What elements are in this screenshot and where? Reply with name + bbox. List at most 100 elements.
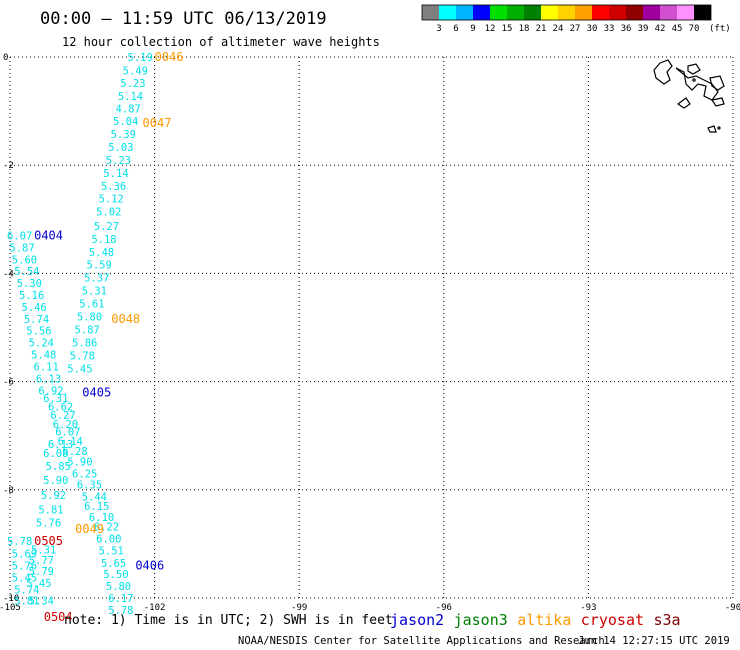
wave-height-label: 6.10: [89, 512, 114, 524]
wave-height-label: 5.16: [19, 290, 44, 302]
wave-height-label: 5.45: [26, 578, 51, 590]
units-note: note: 1) Time is in UTC; 2) SWH is in fe…: [64, 613, 393, 628]
legend-label: 6: [453, 24, 458, 34]
legend-swatch: [473, 5, 490, 20]
wave-height-label: 6.14: [58, 436, 83, 448]
wave-height-label: 5.04: [113, 116, 138, 128]
wave-height-label: 5.78: [108, 605, 133, 617]
wave-height-label: 5.31: [31, 544, 56, 556]
lat-tick-label: -8: [3, 486, 14, 496]
wave-height-label: 5.59: [87, 260, 112, 272]
legend-swatch: [507, 5, 524, 20]
wave-height-label: 5.90: [67, 457, 92, 469]
pass-time-labels: 0046 0047 0404 0048 0405 0049 0505 0406 0504: [34, 50, 183, 624]
wave-height-label: 5.46: [21, 302, 46, 314]
legend-swatch: [541, 5, 558, 20]
wave-height-label: 5.30: [17, 278, 42, 290]
footer-credit: NOAA/NESDIS Center for Satellite Applica…: [238, 635, 605, 647]
wave-height-label: 5.27: [94, 221, 119, 233]
lat-tick-label: -2: [3, 161, 14, 171]
wave-height-label: 5.31: [82, 286, 107, 298]
pass-time-label: 0406: [135, 559, 164, 573]
legend-swatch: [677, 5, 694, 20]
wave-height-label: 6.08: [43, 448, 68, 460]
lat-tick-label: 0: [3, 53, 8, 63]
wave-height-label: 5.45: [67, 364, 92, 376]
wave-height-label: 5.34: [29, 596, 54, 608]
wave-height-label: 5.79: [29, 566, 54, 578]
wave-height-label: 5.23: [120, 78, 145, 90]
legend-label: 21: [536, 24, 547, 34]
wave-height-label: 5.65: [101, 558, 126, 570]
pass-time-label: 0048: [111, 312, 140, 326]
pass-time-label: 0505: [34, 534, 63, 548]
legend-frame: [421, 4, 712, 21]
lat-tick-label: -4: [3, 269, 14, 279]
wave-height-label: 5.48: [89, 247, 114, 259]
legend-unit: (ft): [709, 24, 731, 34]
wave-height-label: 5.74: [24, 314, 49, 326]
wave-height-label: 5.37: [84, 273, 109, 285]
wave-height-label: 5.54: [14, 266, 39, 278]
satellite-name-altika: altika: [517, 611, 571, 629]
wave-height-label: 5.12: [99, 194, 124, 206]
axis-tick-labels: 0 -2 -4 -6 -8 -10-105 -102 -99 -96 -93 -90: [0, 53, 740, 613]
wave-height-label: 5.92: [41, 490, 66, 502]
lon-tick-label: -96: [436, 603, 452, 613]
satellite-name-jason3: jason3: [454, 611, 508, 629]
wave-height-label: 5.02: [96, 207, 121, 219]
pass-time-label: 0046: [155, 50, 184, 64]
pass-time-label: 0049: [75, 522, 104, 536]
legend-label: 45: [672, 24, 683, 34]
wave-height-label: 6.25: [72, 469, 97, 481]
lon-tick-label: -93: [580, 603, 596, 613]
wave-height-label: 6.22: [94, 522, 119, 534]
legend-label: 9: [470, 24, 475, 34]
wave-height-label: 5.24: [29, 338, 54, 350]
wave-height-label: 5.90: [43, 475, 68, 487]
wave-height-values: 5.195.495.235.144.875.045.395.035.235.14…: [7, 52, 153, 617]
map-title: 00:00 – 11:59 UTC 06/13/2019: [40, 9, 327, 29]
satellite-legend: jason2 jason3 altika cryosat s3a: [390, 611, 681, 629]
lon-tick-label: -99: [291, 603, 307, 613]
legend-label: 18: [519, 24, 530, 34]
wave-height-label: 5.80: [106, 581, 131, 593]
wave-height-label: 5.19: [127, 52, 152, 64]
wave-height-label: 5.87: [74, 325, 99, 337]
legend-swatch: [422, 5, 439, 20]
wave-height-label: 5.23: [106, 155, 131, 167]
legend-label: 42: [655, 24, 666, 34]
wave-height-label: 6.15: [84, 501, 109, 513]
wave-height-label: 5.81: [38, 504, 63, 516]
legend-swatch: [558, 5, 575, 20]
legend-swatch: [575, 5, 592, 20]
wave-height-label: 6.07: [55, 426, 80, 438]
wave-height-label: 5.45: [12, 572, 37, 584]
wave-height-label: 5.18: [91, 234, 116, 246]
wave-height-label: 6.13: [48, 439, 73, 451]
wave-height-label: 5.56: [26, 326, 51, 338]
legend-label: 24: [553, 24, 564, 34]
lon-tick-label: -102: [144, 603, 166, 613]
wave-height-label: 5.14: [103, 168, 128, 180]
wave-height-label: 5.44: [82, 491, 107, 503]
legend-swatch: [592, 5, 609, 20]
map-subtitle: 12 hour collection of altimeter wave hei…: [62, 35, 380, 49]
wave-height-label: 5.76: [12, 561, 37, 573]
pass-time-label: 0047: [143, 116, 172, 130]
legend-label: 30: [587, 24, 598, 34]
wave-height-label: 5.50: [103, 569, 128, 581]
galapagos-coastline: [653, 59, 725, 133]
legend-swatch: [643, 5, 660, 20]
wave-height-label: 5.49: [123, 66, 148, 78]
legend-label: 12: [485, 24, 496, 34]
legend-label: 70: [689, 24, 700, 34]
footer-timestamp: Jun 14 12:27:15 UTC 2019: [578, 635, 730, 647]
wave-height-label: 6.13: [36, 373, 61, 385]
wave-height-label: 6.11: [34, 361, 59, 373]
wave-height-label: 5.78: [7, 536, 32, 548]
satellite-name-s3a: s3a: [654, 611, 681, 629]
wave-height-label: 5.77: [29, 555, 54, 567]
legend-swatch: [456, 5, 473, 20]
